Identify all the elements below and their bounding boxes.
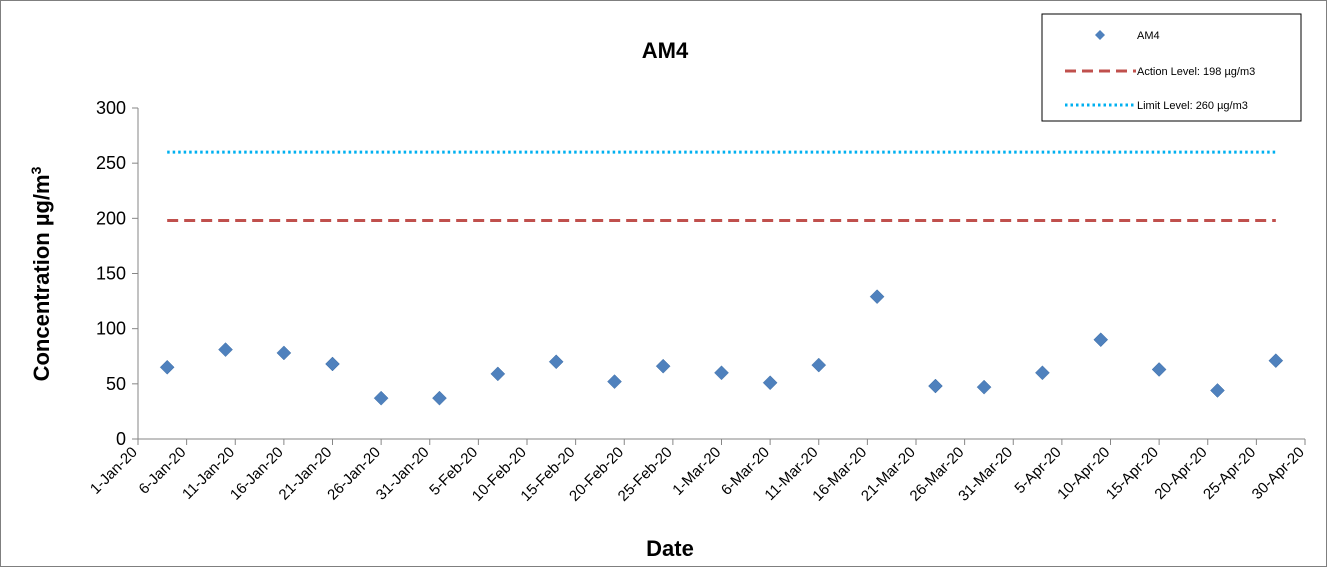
data-point: [869, 289, 885, 305]
legend: AM4 Action Level: 198 µg/m3 Limit Level:…: [1041, 13, 1302, 122]
data-point: [373, 390, 389, 406]
legend-label-limit-level: Limit Level: 260 µg/m3: [1137, 100, 1248, 112]
data-point: [1151, 362, 1167, 377]
legend-diamond-icon: [1095, 30, 1105, 40]
legend-box: [1041, 13, 1302, 122]
y-axis-title-main: Concentration µg/m: [29, 174, 54, 381]
data-point: [714, 365, 729, 381]
data-point: [490, 366, 506, 382]
data-point: [218, 342, 233, 357]
data-point: [1035, 365, 1050, 381]
data-point: [159, 359, 175, 375]
data-point: [655, 358, 671, 374]
y-tick-label: 0: [116, 429, 126, 449]
legend-item-action-level: Action Level: 198 µg/m3: [1065, 66, 1255, 78]
data-point: [976, 379, 992, 395]
data-point: [1093, 332, 1109, 348]
data-point: [276, 345, 292, 361]
x-tick-label: 1-Jan-20: [87, 444, 141, 498]
x-tick-label: 20-Apr-20: [1151, 444, 1210, 503]
x-tick-label: 15-Apr-20: [1103, 444, 1162, 503]
data-point: [1210, 383, 1225, 398]
legend-item-series: AM4: [1095, 30, 1160, 42]
data-point: [432, 390, 447, 406]
data-point: [607, 374, 622, 389]
legend-label-series: AM4: [1137, 30, 1160, 42]
data-point: [548, 354, 564, 370]
data-point: [762, 375, 778, 391]
x-tick-label: 31-Jan-20: [373, 444, 433, 504]
data-points: [159, 289, 1284, 406]
y-axis: 0 50 100 150 200 250 300: [96, 98, 139, 449]
y-axis-title: Concentration µg/m3: [28, 166, 54, 381]
data-point: [325, 356, 340, 372]
data-point: [811, 357, 827, 373]
x-tick-label: 10-Apr-20: [1054, 444, 1113, 503]
legend-item-limit-level: Limit Level: 260 µg/m3: [1065, 100, 1248, 112]
y-axis-title-superscript: 3: [28, 166, 44, 174]
y-tick-label: 300: [96, 98, 126, 118]
data-point: [928, 378, 943, 394]
y-tick-label: 50: [106, 374, 126, 394]
y-tick-label: 100: [96, 319, 126, 339]
x-axis-title: Date: [646, 536, 694, 561]
y-tick-label: 200: [96, 208, 126, 228]
x-tick-label: 25-Apr-20: [1200, 444, 1259, 503]
plot-area: 0 50 100 150 200 250 300 1-Jan-206-Jan-2011-Ja…: [87, 98, 1308, 505]
y-tick-label: 150: [96, 264, 126, 284]
data-point: [1268, 353, 1284, 369]
x-tick-label: 1-Mar-20: [669, 444, 724, 499]
reference-lines: [167, 150, 1276, 223]
legend-label-action-level: Action Level: 198 µg/m3: [1137, 66, 1255, 78]
x-axis: 1-Jan-206-Jan-2011-Jan-2016-Jan-2021-Jan…: [87, 438, 1308, 505]
x-tick-label: 30-Apr-20: [1249, 444, 1308, 503]
chart-title: AM4: [642, 38, 689, 63]
y-tick-label: 250: [96, 153, 126, 173]
